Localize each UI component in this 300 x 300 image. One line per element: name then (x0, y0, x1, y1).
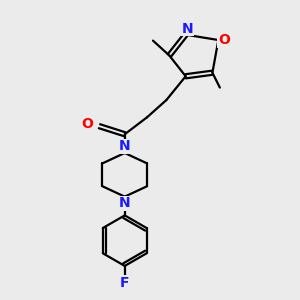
Text: O: O (81, 117, 93, 131)
Text: O: O (218, 33, 230, 47)
Text: N: N (181, 22, 193, 36)
Text: F: F (120, 276, 130, 290)
Text: N: N (119, 196, 130, 210)
Text: N: N (119, 140, 130, 153)
